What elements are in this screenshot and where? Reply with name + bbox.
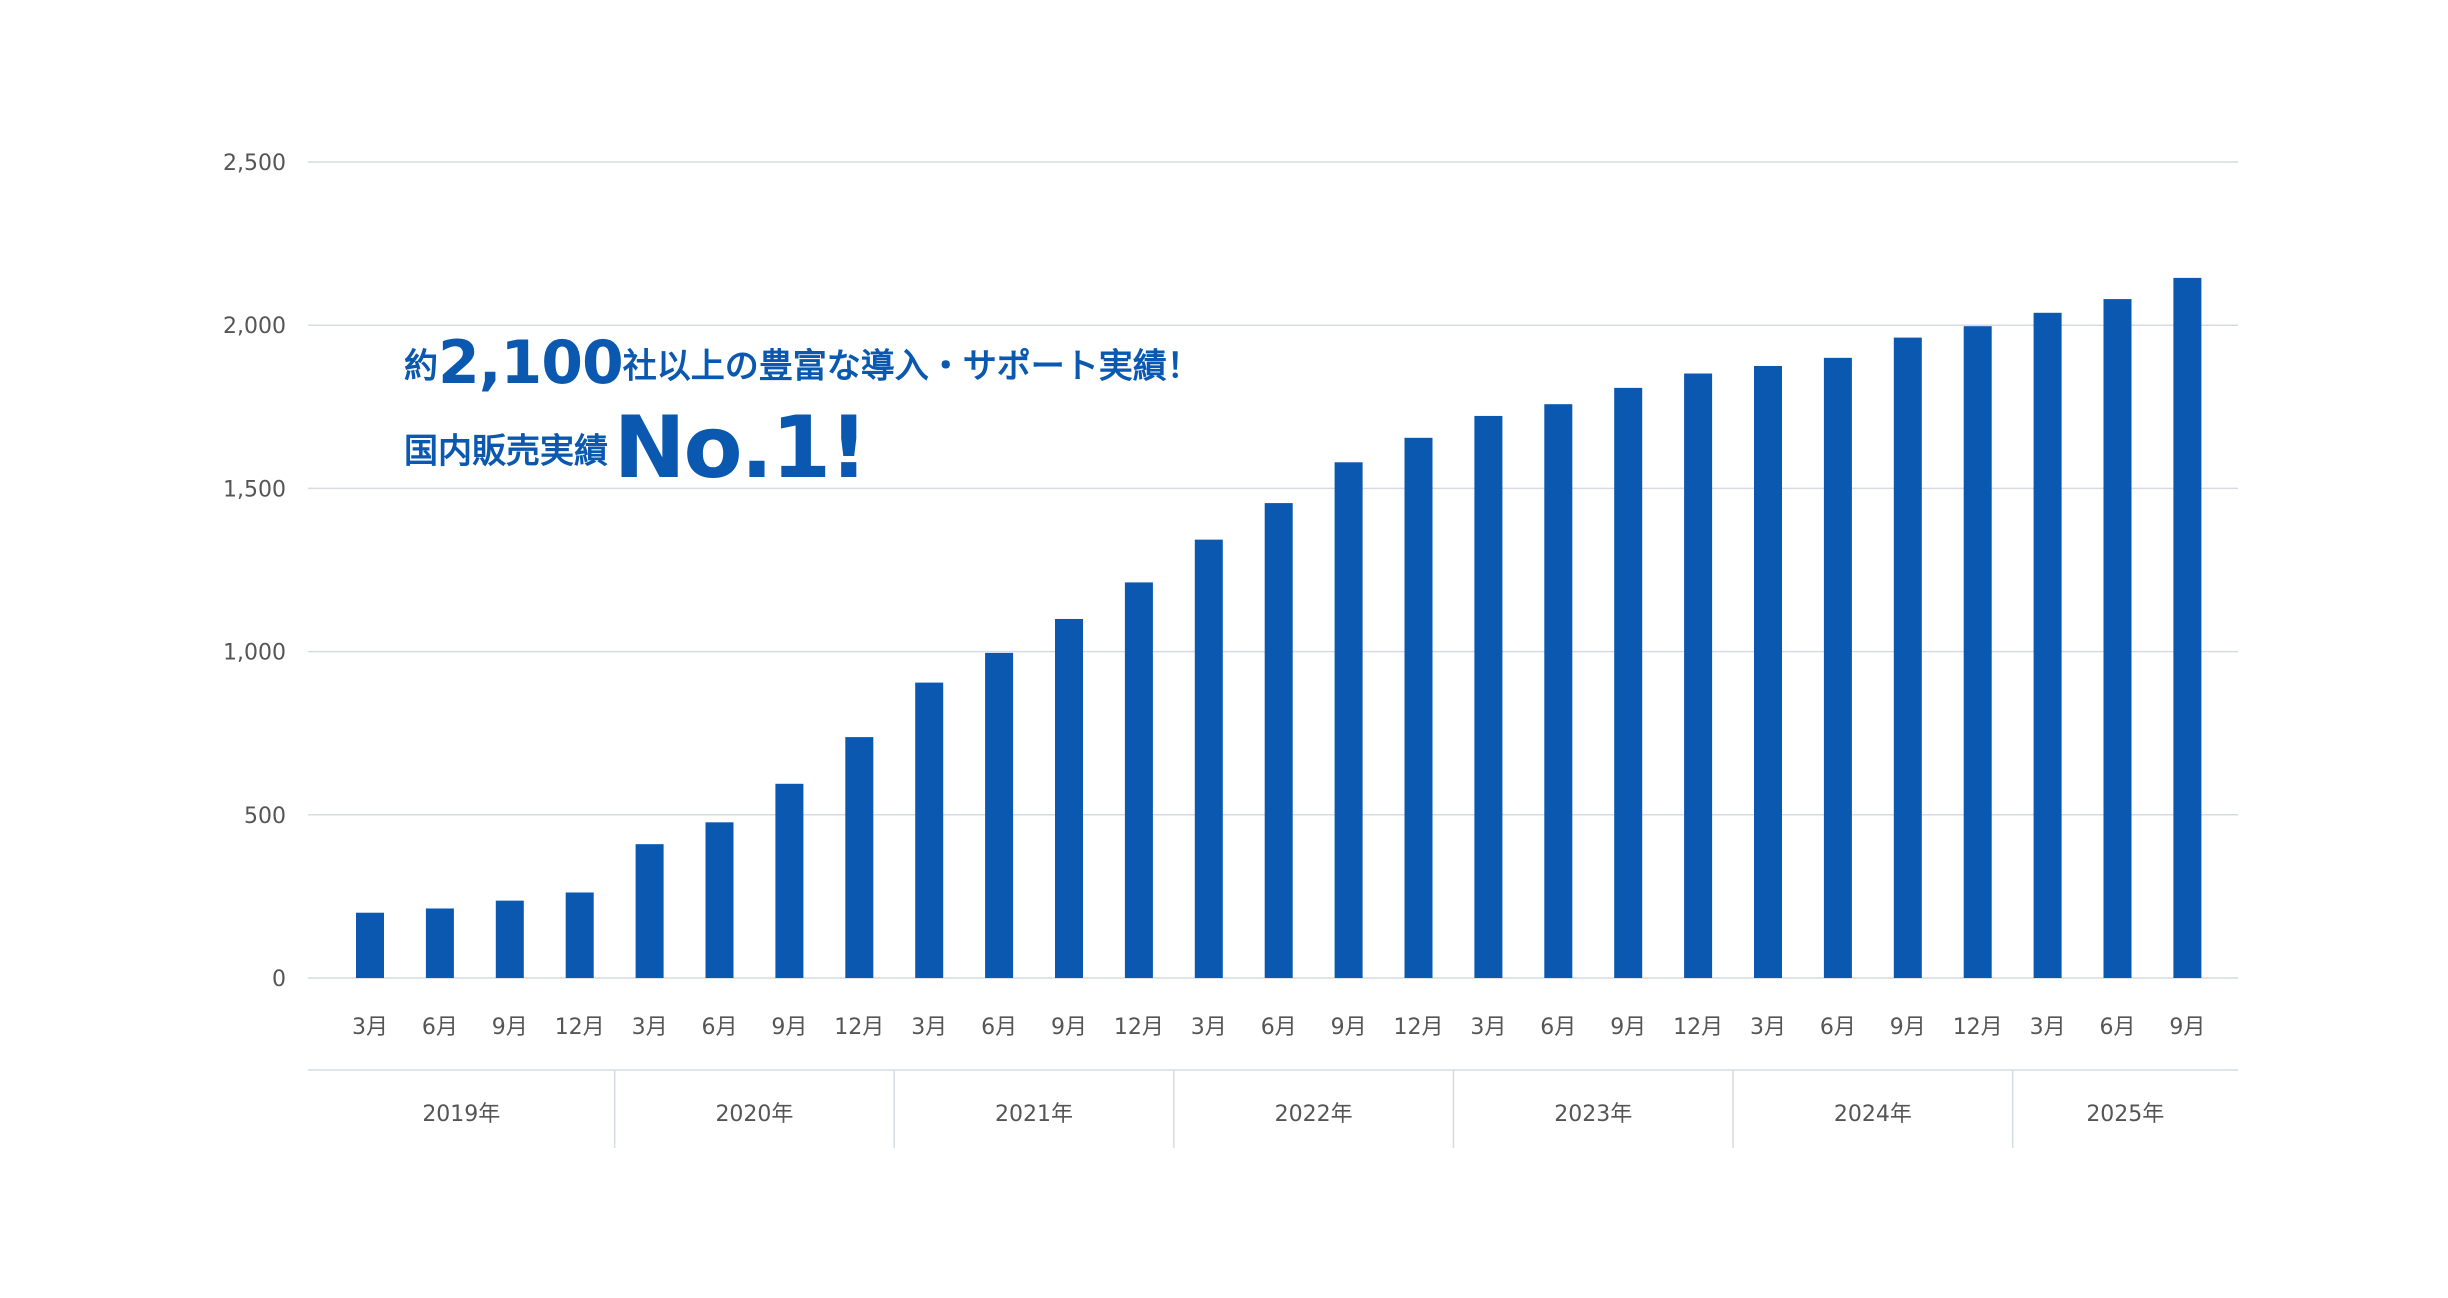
headline-sales-label: 国内販売実績 (404, 431, 608, 472)
bar (2173, 277, 2202, 978)
x-tick-label: 6月 (702, 1015, 738, 1040)
year-label: 2019年 (422, 1102, 500, 1127)
bar (1754, 366, 1782, 978)
bar (1124, 582, 1153, 978)
gridlines: 0 500 1,000 1,500 2,000 2,500 (223, 151, 2238, 992)
x-tick-label: 12月 (1953, 1015, 2003, 1040)
x-tick-label: 9月 (492, 1015, 528, 1040)
x-tick-label: 3月 (911, 1015, 947, 1040)
bar (2033, 312, 2062, 978)
x-tick-label: 3月 (1470, 1015, 1506, 1040)
x-tick-label: 6月 (1261, 1015, 1297, 1040)
bar (356, 912, 384, 978)
bar (1544, 404, 1573, 978)
bar (1264, 503, 1293, 978)
bar (1684, 373, 1713, 978)
x-tick-label: 9月 (2169, 1015, 2205, 1040)
bar (635, 844, 664, 978)
x-tick-label: 9月 (1051, 1015, 1087, 1040)
x-tick-label: 3月 (1750, 1015, 1786, 1040)
bar (1963, 326, 1992, 978)
bar (915, 682, 944, 978)
year-label: 2024年 (1834, 1102, 1912, 1127)
y-tick-label: 1,000 (223, 641, 286, 666)
y-tick-label: 1,500 (223, 477, 286, 502)
headline-line-2: 国内販売実績 No.1! (404, 398, 869, 498)
bar (1474, 415, 1503, 978)
x-tick-label: 9月 (1610, 1015, 1646, 1040)
x-tick-label: 12月 (1114, 1015, 1164, 1040)
x-tick-label: 3月 (2030, 1015, 2066, 1040)
bar (565, 892, 594, 978)
year-label: 2022年 (1275, 1102, 1353, 1127)
bar (1823, 357, 1852, 979)
bar (425, 908, 454, 978)
y-tick-label: 500 (244, 804, 286, 829)
bar (495, 900, 524, 978)
x-tick-label: 12月 (555, 1015, 605, 1040)
x-tick-label: 12月 (1673, 1015, 1723, 1040)
x-tick-label: 6月 (1540, 1015, 1576, 1040)
x-tick-label: 3月 (352, 1015, 388, 1040)
bar (705, 822, 734, 978)
x-tick-label: 12月 (834, 1015, 884, 1040)
x-tick-label: 6月 (422, 1015, 458, 1040)
headline-number: 2,100 (438, 328, 624, 398)
x-tick-label: 9月 (771, 1015, 807, 1040)
y-tick-label: 2,000 (223, 314, 286, 339)
bar (1614, 387, 1643, 979)
x-tick-label: 3月 (632, 1015, 668, 1040)
bar (1334, 462, 1363, 979)
year-label: 2023年 (1554, 1102, 1632, 1127)
headline-line-1: 約2,100社以上の豊富な導入・サポート実績！ (404, 328, 1201, 398)
year-label: 2021年 (995, 1102, 1073, 1127)
bar (775, 783, 804, 978)
bar (1404, 437, 1433, 979)
bar (1893, 337, 1922, 978)
x-tick-label: 6月 (2100, 1015, 2136, 1040)
x-tick-label: 6月 (981, 1015, 1017, 1040)
x-tick-label: 6月 (1820, 1015, 1856, 1040)
year-groups: 2019年 2020年 2021年 2022年 2023年 2024年 2025年 (308, 1069, 2238, 1148)
y-tick-label: 2,500 (223, 151, 286, 176)
bar (845, 737, 874, 978)
bar (1194, 539, 1223, 978)
headline-prefix: 約 (404, 346, 438, 387)
year-label: 2025年 (2086, 1102, 2164, 1127)
year-label: 2020年 (715, 1102, 793, 1127)
x-tick-label: 12月 (1394, 1015, 1444, 1040)
x-tick-labels: 3月 6月 9月 12月 3月 6月 9月 12月 3月 6月 9月 12月 3月 6月 9月 12月 3月 6月… (352, 1015, 2205, 1040)
x-tick-label: 9月 (1890, 1015, 1926, 1040)
bar (1055, 618, 1083, 978)
x-tick-label: 3月 (1191, 1015, 1227, 1040)
headline-suffix: 社以上の豊富な導入・サポート実績！ (622, 346, 1201, 387)
y-tick-label: 0 (272, 967, 286, 992)
x-tick-label: 9月 (1331, 1015, 1367, 1040)
bar (2103, 299, 2132, 978)
headline-no1: No.1! (613, 398, 869, 498)
bar (985, 652, 1014, 978)
bars (356, 277, 2202, 979)
